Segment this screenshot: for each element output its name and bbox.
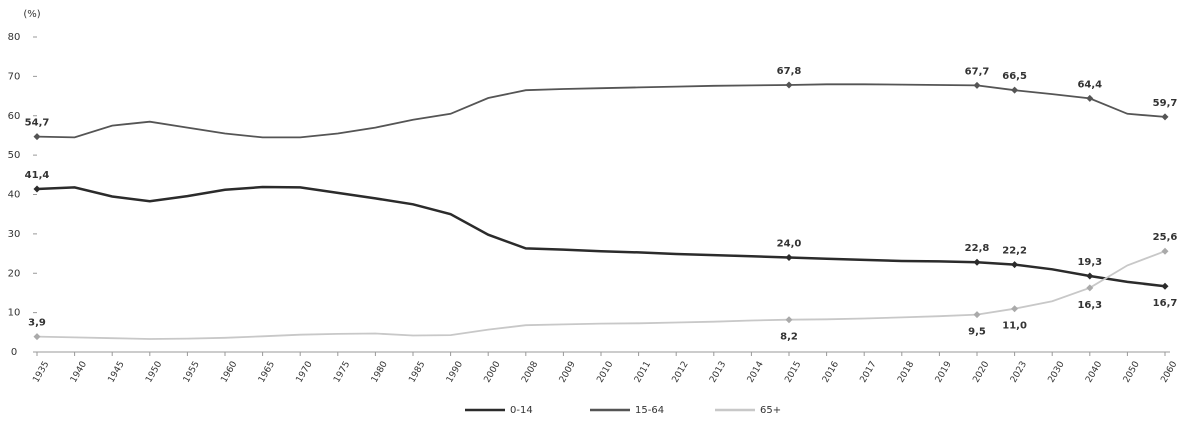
legend-label: 65+ — [760, 405, 781, 416]
point-marker — [1086, 94, 1094, 102]
y-tick-label: 70 — [8, 71, 21, 82]
y-tick-label: 50 — [8, 150, 21, 161]
x-tick-label: 1960 — [219, 360, 239, 385]
point-marker — [973, 311, 981, 319]
value-label: 3,9 — [28, 318, 46, 329]
value-label: 59,7 — [1153, 98, 1178, 109]
point-marker — [1086, 272, 1094, 280]
x-tick-label: 1940 — [69, 360, 89, 385]
x-tick-label: 1965 — [257, 360, 277, 385]
x-tick-label: 2060 — [1159, 360, 1179, 385]
point-marker — [1161, 113, 1169, 121]
x-tick-label: 2015 — [783, 360, 803, 385]
x-tick-label: 1945 — [107, 360, 127, 385]
value-label: 67,8 — [777, 66, 802, 77]
point-marker — [785, 254, 793, 261]
y-tick-label: 60 — [8, 111, 21, 122]
value-label: 66,5 — [1002, 71, 1027, 82]
value-label: 67,7 — [965, 66, 990, 77]
value-label: 54,7 — [25, 118, 50, 129]
y-axis-label: (%) — [23, 9, 40, 20]
y-tick-label: 40 — [8, 190, 21, 201]
legend-label: 0-14 — [510, 405, 533, 416]
x-tick-label: 1985 — [407, 360, 427, 385]
series-line — [36, 83, 1166, 139]
value-label: 22,2 — [1002, 246, 1027, 257]
x-tick-label: 1980 — [370, 360, 390, 385]
value-label: 16,3 — [1077, 300, 1102, 311]
x-tick-label: 2017 — [859, 360, 879, 385]
x-tick-label: 2011 — [633, 360, 653, 385]
legend-label: 15-64 — [635, 405, 664, 416]
value-label: 9,5 — [968, 327, 986, 338]
x-tick-label: 1955 — [182, 360, 202, 385]
y-tick-label: 30 — [8, 229, 21, 240]
value-label: 41,4 — [25, 170, 50, 181]
x-tick-label: 2012 — [671, 360, 691, 385]
point-marker — [1011, 305, 1019, 313]
point-marker — [1011, 261, 1019, 269]
x-tick-label: 1990 — [445, 360, 465, 385]
x-tick-label: 1975 — [332, 360, 352, 385]
y-tick-label: 20 — [8, 268, 21, 279]
point-marker — [785, 81, 793, 89]
x-tick-label: 2030 — [1047, 360, 1067, 385]
x-tick-label: 2000 — [483, 360, 503, 385]
x-tick-label: 2040 — [1084, 360, 1104, 385]
x-tick-label: 2020 — [971, 360, 991, 385]
value-label: 16,7 — [1153, 298, 1178, 309]
point-marker — [973, 258, 981, 266]
x-tick-label: 2019 — [934, 360, 954, 385]
y-tick-label: 10 — [8, 308, 21, 319]
value-label: 19,3 — [1077, 257, 1102, 268]
point-marker — [33, 133, 41, 141]
x-tick-label: 1950 — [144, 360, 164, 385]
series-line — [36, 185, 1166, 288]
x-tick-label: 2008 — [520, 360, 540, 385]
value-label: 11,0 — [1002, 321, 1027, 332]
y-tick-label: 80 — [8, 32, 21, 43]
y-tick-label: 0 — [11, 347, 17, 358]
x-tick-label: 2016 — [821, 360, 841, 385]
x-tick-label: 2014 — [746, 360, 766, 385]
x-tick-label: 2018 — [896, 360, 916, 385]
x-tick-label: 2023 — [1009, 360, 1029, 385]
value-label: 24,0 — [777, 239, 802, 250]
point-marker — [1161, 282, 1169, 290]
x-tick-label: 2013 — [708, 360, 728, 385]
x-tick-label: 2010 — [595, 360, 615, 385]
value-label: 8,2 — [780, 332, 798, 343]
value-label: 22,8 — [965, 243, 990, 254]
point-marker — [1161, 247, 1169, 255]
point-marker — [1086, 284, 1094, 292]
value-label: 25,6 — [1153, 232, 1178, 243]
x-tick-label: 2009 — [558, 360, 578, 385]
point-marker — [785, 316, 793, 324]
x-tick-label: 1970 — [295, 360, 315, 385]
value-label: 64,4 — [1077, 79, 1102, 90]
x-tick-label: 2050 — [1122, 360, 1142, 385]
point-marker — [33, 185, 41, 193]
point-marker — [33, 333, 41, 341]
x-tick-label: 1935 — [31, 360, 51, 385]
point-marker — [1011, 86, 1019, 94]
point-marker — [973, 81, 981, 89]
